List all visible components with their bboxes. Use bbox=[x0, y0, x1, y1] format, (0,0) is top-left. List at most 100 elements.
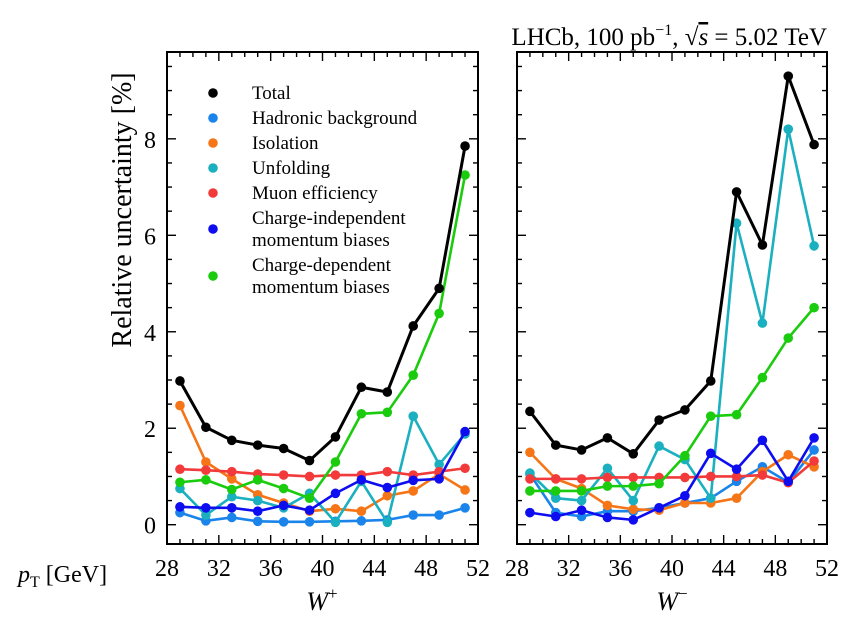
data-point-cd bbox=[201, 475, 211, 485]
chart-title: LHCb, 100 pb−1, √s = 5.02 TeV bbox=[511, 22, 827, 51]
data-point-total bbox=[576, 445, 587, 455]
y-tick-label: 8 bbox=[144, 128, 156, 154]
data-point-total bbox=[460, 141, 470, 151]
x-tick-label: 44 bbox=[362, 556, 386, 582]
series-line-muon bbox=[179, 466, 466, 478]
data-point-isolation bbox=[226, 474, 237, 484]
data-point-cd bbox=[356, 408, 367, 419]
title-experiment: LHCb, 100 pb bbox=[511, 24, 655, 51]
x-tick-label: 36 bbox=[259, 556, 283, 582]
data-point-ci bbox=[226, 503, 237, 513]
data-point-cd bbox=[654, 478, 664, 489]
data-point-ci bbox=[654, 503, 664, 513]
legend-marker-hadronic bbox=[208, 113, 218, 123]
data-point-cd bbox=[278, 483, 289, 494]
legend-label-ci: Charge-independent bbox=[252, 208, 406, 229]
data-point-total bbox=[201, 422, 211, 433]
x-tick-label: 52 bbox=[466, 556, 490, 582]
data-point-hadronic bbox=[304, 517, 315, 527]
data-point-cd bbox=[602, 481, 613, 491]
data-point-ci bbox=[731, 464, 742, 475]
sqrt-symbol: √ bbox=[685, 24, 699, 51]
y-axis-label: Relative uncertainty [%] bbox=[107, 72, 138, 347]
data-point-hadronic bbox=[460, 503, 470, 513]
data-point-cd bbox=[434, 308, 444, 319]
x-tick-label: 28 bbox=[155, 556, 179, 582]
data-point-unfolding bbox=[757, 318, 768, 328]
data-point-total bbox=[408, 321, 419, 331]
legend-label-unfolding: Unfolding bbox=[252, 158, 331, 179]
data-point-total bbox=[434, 283, 444, 294]
data-point-muon bbox=[576, 474, 587, 484]
series-ci-panel-0 bbox=[175, 426, 470, 516]
data-point-ci bbox=[252, 506, 263, 516]
series-cd-panel-1 bbox=[525, 302, 819, 496]
data-point-ci bbox=[680, 490, 690, 501]
data-point-unfolding bbox=[408, 411, 419, 421]
data-point-total bbox=[680, 405, 690, 415]
series-cd-panel-0 bbox=[175, 170, 470, 503]
data-point-isolation bbox=[628, 504, 639, 515]
data-point-total bbox=[382, 387, 393, 397]
data-point-total bbox=[809, 139, 819, 150]
x-axis-label: pT [GeV] bbox=[16, 562, 107, 591]
x-tick-label: 36 bbox=[608, 556, 632, 582]
data-point-cd bbox=[731, 409, 742, 420]
data-point-unfolding bbox=[783, 124, 794, 134]
legend-marker-ci bbox=[208, 224, 218, 234]
series-line-total bbox=[178, 145, 467, 463]
x-axis-label-p: p bbox=[16, 562, 30, 588]
data-point-isolation bbox=[731, 493, 742, 503]
data-point-unfolding bbox=[201, 510, 211, 520]
data-point-isolation bbox=[525, 447, 535, 458]
data-point-isolation bbox=[408, 486, 419, 496]
data-point-unfolding bbox=[330, 517, 341, 528]
x-tick-label: 48 bbox=[763, 556, 787, 582]
data-point-cd bbox=[783, 333, 794, 343]
data-point-muon bbox=[602, 472, 613, 483]
data-point-total bbox=[783, 71, 794, 81]
legend-label-total: Total bbox=[252, 83, 291, 104]
x-tick-label: 52 bbox=[815, 556, 839, 582]
data-point-unfolding bbox=[382, 517, 393, 528]
data-point-cd bbox=[304, 493, 315, 503]
data-point-ci bbox=[201, 503, 211, 513]
data-point-cd bbox=[550, 486, 561, 496]
data-point-total bbox=[304, 455, 315, 466]
x-tick-label: 48 bbox=[414, 556, 438, 582]
data-point-unfolding bbox=[550, 493, 561, 503]
legend-marker-isolation bbox=[208, 138, 218, 148]
series-line-cd bbox=[529, 306, 816, 493]
series-total-panel-0 bbox=[175, 141, 470, 466]
data-point-cd bbox=[757, 372, 768, 383]
series-total-panel-1 bbox=[525, 71, 819, 459]
data-point-ci bbox=[783, 476, 794, 487]
data-point-unfolding bbox=[705, 493, 716, 503]
series-line-unfolding bbox=[179, 414, 467, 524]
data-point-total bbox=[602, 433, 613, 443]
data-point-muon bbox=[809, 456, 819, 466]
x-tick-label: 28 bbox=[505, 556, 529, 582]
data-point-ci bbox=[757, 435, 768, 446]
data-point-total bbox=[356, 382, 367, 393]
x-tick-label: 40 bbox=[660, 556, 684, 582]
data-point-cd bbox=[628, 481, 639, 491]
legend-marker-total bbox=[208, 88, 218, 98]
data-point-ci bbox=[434, 474, 444, 484]
data-point-hadronic bbox=[434, 510, 444, 520]
data-point-muon bbox=[550, 474, 561, 484]
data-point-hadronic bbox=[408, 510, 419, 520]
title-energy: = 5.02 TeV bbox=[708, 24, 827, 51]
data-point-isolation bbox=[201, 457, 211, 467]
x-tick-label: 32 bbox=[557, 556, 581, 582]
data-point-isolation bbox=[382, 490, 393, 501]
data-point-cd bbox=[460, 170, 470, 180]
data-point-total bbox=[654, 415, 664, 425]
data-point-cd bbox=[525, 486, 535, 496]
data-point-hadronic bbox=[252, 516, 263, 527]
x-axis-label-unit: [GeV] bbox=[40, 562, 107, 588]
data-point-total bbox=[175, 376, 185, 386]
legend-label-isolation: Isolation bbox=[252, 133, 319, 154]
data-point-ci bbox=[550, 511, 561, 522]
